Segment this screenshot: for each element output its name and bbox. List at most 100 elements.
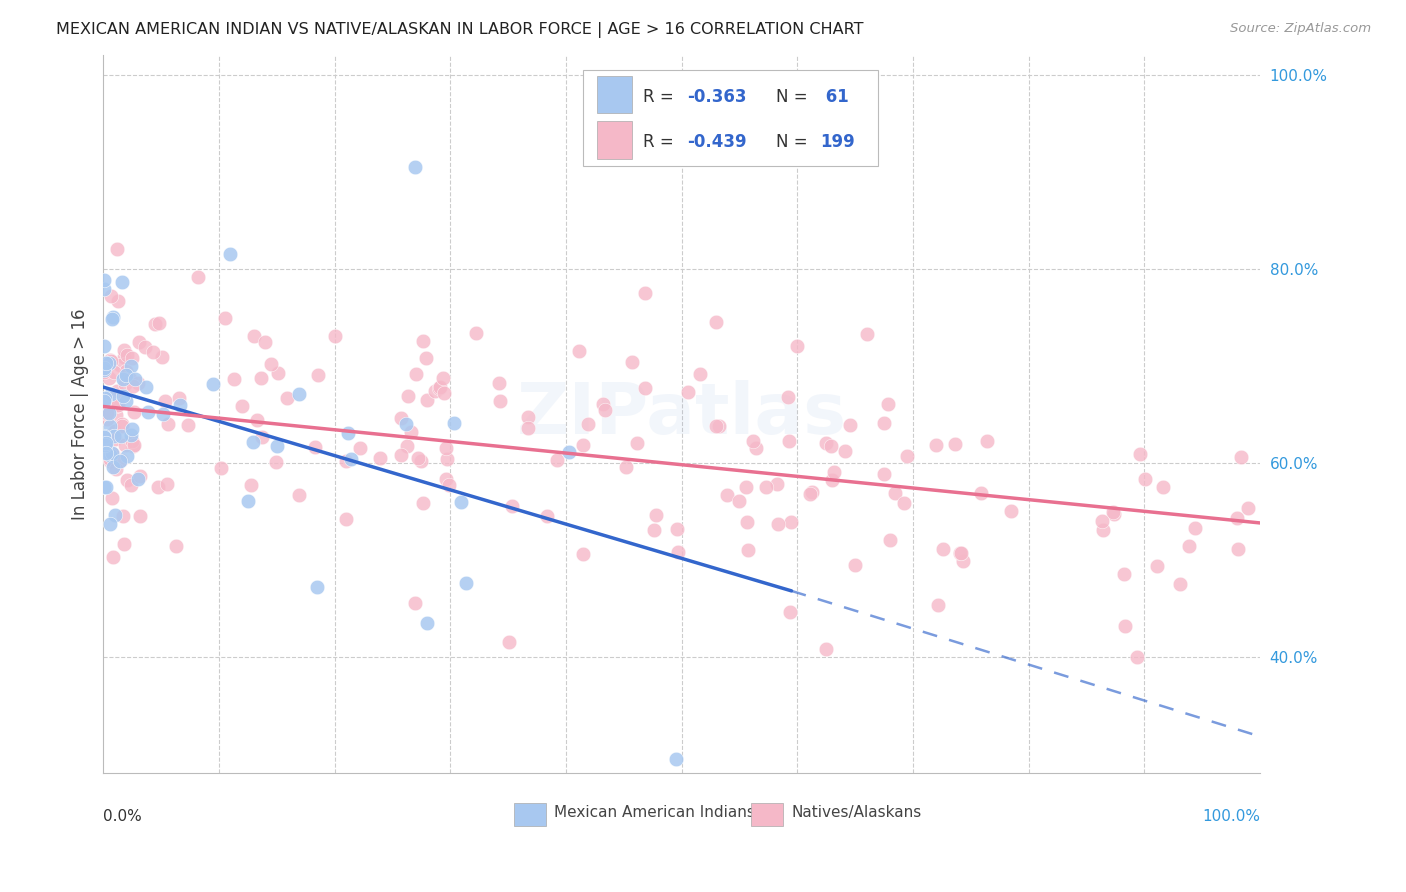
Point xyxy=(111,508,134,523)
Point xyxy=(93,433,115,447)
Point xyxy=(267,366,290,380)
Point xyxy=(231,399,253,413)
Point xyxy=(187,269,209,284)
Point xyxy=(127,376,149,390)
Point xyxy=(823,465,845,479)
Point xyxy=(443,416,465,430)
Point xyxy=(108,454,131,468)
Point xyxy=(98,454,121,468)
Point xyxy=(896,449,918,463)
Point xyxy=(134,340,156,354)
Point xyxy=(93,394,115,409)
Y-axis label: In Labor Force | Age > 16: In Labor Force | Age > 16 xyxy=(72,309,89,520)
Point xyxy=(839,418,862,433)
Point xyxy=(112,389,135,403)
Point xyxy=(111,275,134,289)
Point xyxy=(1227,541,1250,556)
Point xyxy=(236,493,259,508)
Point xyxy=(1225,510,1247,524)
Point xyxy=(243,328,266,343)
Point xyxy=(169,399,191,413)
Point xyxy=(250,430,273,444)
Point xyxy=(877,397,900,411)
Point xyxy=(105,462,128,476)
Point xyxy=(893,496,915,510)
Point xyxy=(98,429,121,443)
Point xyxy=(94,480,117,494)
Point xyxy=(778,434,800,448)
Point xyxy=(118,372,141,386)
Point xyxy=(1114,619,1136,633)
Point xyxy=(423,384,446,398)
Point xyxy=(634,381,657,395)
Point xyxy=(96,392,118,407)
Point xyxy=(209,461,232,475)
Point xyxy=(276,391,298,405)
Point xyxy=(335,454,357,468)
Point xyxy=(735,481,758,495)
Point xyxy=(101,460,124,475)
Point xyxy=(264,455,287,469)
Point xyxy=(814,435,837,450)
Point xyxy=(1152,480,1174,494)
Point xyxy=(716,488,738,502)
Point xyxy=(626,436,648,450)
FancyBboxPatch shape xyxy=(583,70,879,167)
Point xyxy=(121,422,143,436)
Point xyxy=(1230,450,1253,464)
Point xyxy=(96,411,118,425)
Point xyxy=(114,438,136,452)
Point xyxy=(93,363,115,377)
Point xyxy=(755,480,778,494)
Point xyxy=(122,378,145,392)
Point xyxy=(437,478,460,492)
Point xyxy=(167,391,190,405)
Bar xyxy=(513,803,546,826)
Text: N =: N = xyxy=(776,133,813,152)
Point xyxy=(689,367,711,381)
Text: ZIPatlas: ZIPatlas xyxy=(516,380,846,449)
Point xyxy=(93,339,115,353)
Point xyxy=(433,386,456,401)
Point xyxy=(1133,472,1156,486)
Point xyxy=(949,546,972,560)
Point xyxy=(143,317,166,331)
Point xyxy=(105,408,128,422)
Point xyxy=(399,425,422,439)
Point xyxy=(405,160,427,174)
Point xyxy=(728,494,751,508)
Bar xyxy=(598,76,631,113)
Point xyxy=(224,372,246,386)
Point xyxy=(872,467,894,482)
Point xyxy=(323,329,346,343)
Point xyxy=(100,312,122,326)
Point xyxy=(1236,501,1258,516)
Point xyxy=(592,397,614,411)
Point xyxy=(571,547,593,561)
Point xyxy=(253,334,276,349)
Point xyxy=(834,444,856,458)
Point xyxy=(1178,539,1201,553)
Point xyxy=(93,365,115,379)
Text: R =: R = xyxy=(644,87,679,105)
Text: -0.439: -0.439 xyxy=(688,133,747,152)
Text: MEXICAN AMERICAN INDIAN VS NATIVE/ALASKAN IN LABOR FORCE | AGE > 16 CORRELATION : MEXICAN AMERICAN INDIAN VS NATIVE/ALASKA… xyxy=(56,22,863,38)
Point xyxy=(93,273,115,287)
Point xyxy=(1129,447,1152,461)
Point xyxy=(704,315,727,329)
Point xyxy=(96,406,118,420)
Point xyxy=(112,343,135,358)
Point xyxy=(97,407,120,421)
Point xyxy=(122,438,145,452)
Point xyxy=(516,409,538,424)
Point xyxy=(412,496,434,510)
Point xyxy=(488,394,510,409)
Point xyxy=(927,598,949,612)
Point xyxy=(98,418,121,433)
Point xyxy=(128,468,150,483)
Point xyxy=(429,380,451,394)
Point xyxy=(287,488,309,502)
Text: Mexican American Indians: Mexican American Indians xyxy=(554,805,755,821)
Point xyxy=(1112,566,1135,581)
Point xyxy=(1000,504,1022,518)
